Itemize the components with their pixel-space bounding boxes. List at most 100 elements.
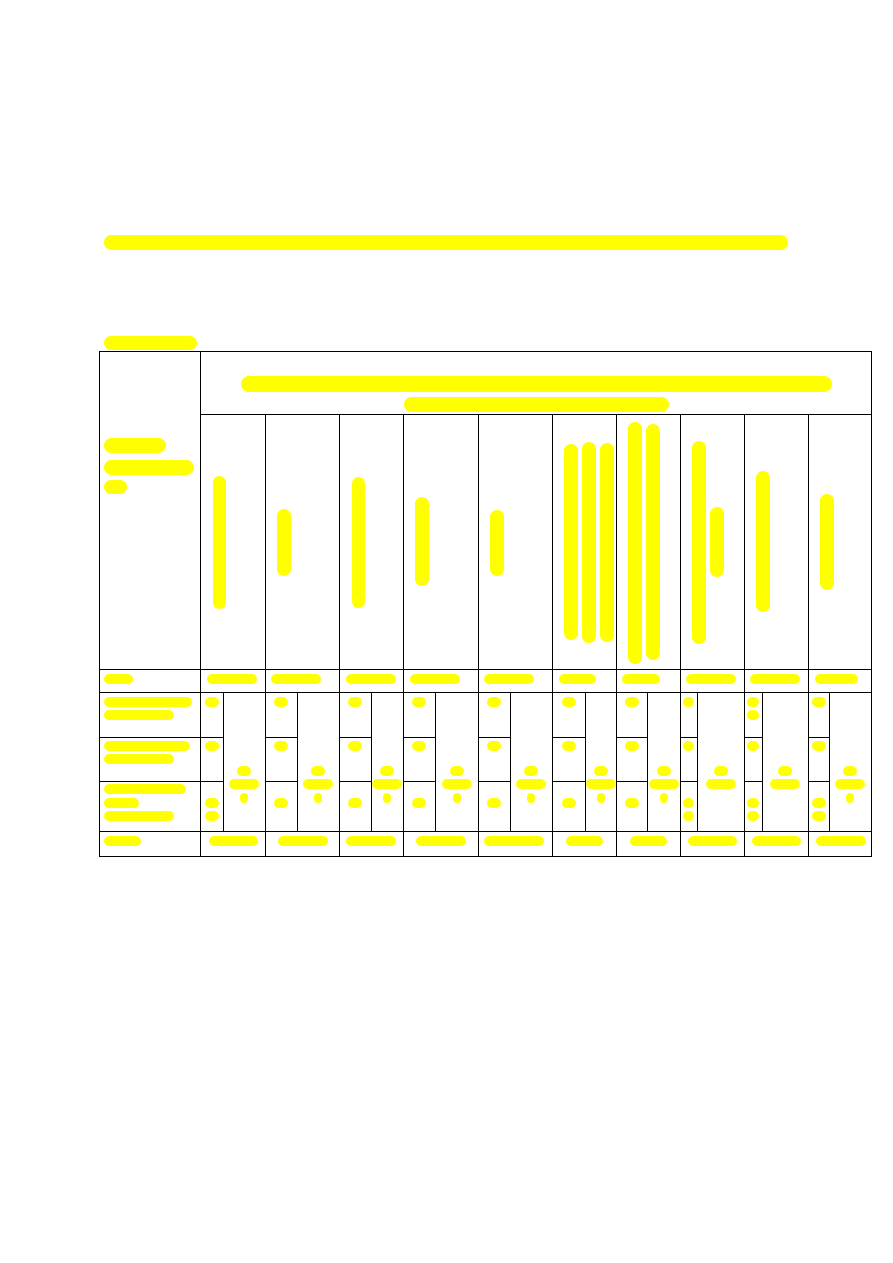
- table-rule: [808, 781, 829, 782]
- redacted-cell: [747, 811, 759, 821]
- redacted-column-header: [756, 471, 770, 612]
- redacted-cell: [683, 798, 694, 808]
- redacted-column-header: [820, 494, 834, 590]
- table-rule: [265, 737, 297, 738]
- table-rule: [99, 692, 871, 693]
- redacted-cell: [348, 798, 362, 808]
- redacted-cell: [811, 811, 826, 821]
- table-rule: [99, 737, 200, 738]
- redacted-cell: [648, 779, 679, 789]
- table-rule: [478, 414, 479, 856]
- redacted-cell: [752, 836, 801, 846]
- redacted-cell: [209, 836, 258, 846]
- table-rule: [200, 414, 201, 856]
- table-rule: [680, 737, 697, 738]
- redacted-cell: [274, 798, 288, 808]
- redacted-cell: [207, 674, 257, 684]
- table-rule: [616, 737, 647, 738]
- table-rule: [510, 692, 511, 831]
- table-rule: [265, 414, 266, 856]
- redacted-cell: [815, 674, 858, 684]
- redacted-row-header: [104, 460, 194, 475]
- table-rule: [478, 737, 510, 738]
- redacted-cell: [659, 793, 668, 803]
- redacted-cell: [271, 674, 321, 684]
- redacted-row-label: [104, 710, 174, 720]
- redacted-cell: [303, 779, 333, 789]
- table-rule: [339, 414, 340, 856]
- redacted-column-header: [710, 507, 724, 577]
- redacted-row-label: [104, 784, 186, 794]
- redacted-column-header: [415, 497, 429, 586]
- redacted-cell: [778, 766, 792, 776]
- redacted-cell: [346, 674, 396, 684]
- table-rule: [99, 351, 872, 352]
- table-rule: [200, 781, 223, 782]
- redacted-column-header: [213, 476, 226, 609]
- redacted-cell: [348, 741, 362, 751]
- redacted-cell: [416, 836, 466, 846]
- redacted-row-label: [104, 798, 139, 808]
- redacted-cell: [656, 766, 671, 776]
- redacted-cell: [104, 836, 141, 846]
- table-rule: [647, 692, 648, 831]
- redacted-column-header: [564, 444, 578, 640]
- redacted-column-header: [600, 443, 614, 642]
- table-rule: [680, 781, 697, 782]
- redacted-cell: [410, 674, 460, 684]
- redacted-row-header: [104, 480, 127, 494]
- redacted-cell: [204, 697, 219, 707]
- table-rule: [585, 692, 586, 831]
- redacted-header-group: [404, 397, 669, 412]
- redacted-cell: [683, 811, 694, 821]
- redacted-cell: [843, 766, 857, 776]
- redacted-cell: [372, 779, 402, 789]
- redacted-column-header: [582, 442, 596, 643]
- table-rule: [265, 781, 297, 782]
- redacted-cell: [204, 798, 219, 808]
- table-rule: [829, 692, 830, 831]
- table-rule: [552, 781, 585, 782]
- redacted-cell: [811, 697, 826, 707]
- redacted-cell: [747, 798, 759, 808]
- redacted-cell: [713, 766, 728, 776]
- redacted-cell: [449, 766, 464, 776]
- redacted-cell: [204, 741, 219, 751]
- table-rule: [339, 781, 371, 782]
- table-rule: [744, 414, 745, 856]
- table-rule: [99, 831, 871, 832]
- redacted-column-header: [490, 510, 504, 576]
- table-rule: [478, 781, 510, 782]
- redacted-title: [104, 235, 788, 250]
- redacted-cell: [274, 697, 288, 707]
- table-rule: [808, 737, 829, 738]
- redacted-column-header: [352, 477, 365, 608]
- redacted-cell: [705, 779, 736, 789]
- redacted-cell: [816, 836, 866, 846]
- table-rule: [200, 737, 223, 738]
- redacted-cell: [346, 836, 396, 846]
- table-rule: [871, 351, 872, 857]
- redacted-cell: [104, 674, 133, 684]
- redacted-column-header: [692, 441, 706, 644]
- table-rule: [616, 414, 617, 856]
- table-rule: [762, 692, 763, 831]
- table-rule: [403, 737, 435, 738]
- table-rule: [697, 692, 698, 831]
- redacted-cell: [747, 710, 759, 720]
- table-rule: [371, 692, 372, 831]
- redacted-cell: [527, 793, 535, 803]
- redacted-cell: [380, 766, 394, 776]
- redacted-column-header: [628, 422, 642, 664]
- table-rule: [808, 414, 809, 856]
- redacted-cell: [561, 741, 576, 751]
- table-rule: [99, 781, 200, 782]
- redacted-cell: [487, 741, 501, 751]
- redacted-cell: [278, 836, 328, 846]
- redacted-cell: [311, 766, 325, 776]
- table-rule: [99, 669, 871, 670]
- redacted-cell: [487, 798, 501, 808]
- redacted-row-header: [104, 438, 166, 453]
- redacted-cell: [835, 779, 865, 789]
